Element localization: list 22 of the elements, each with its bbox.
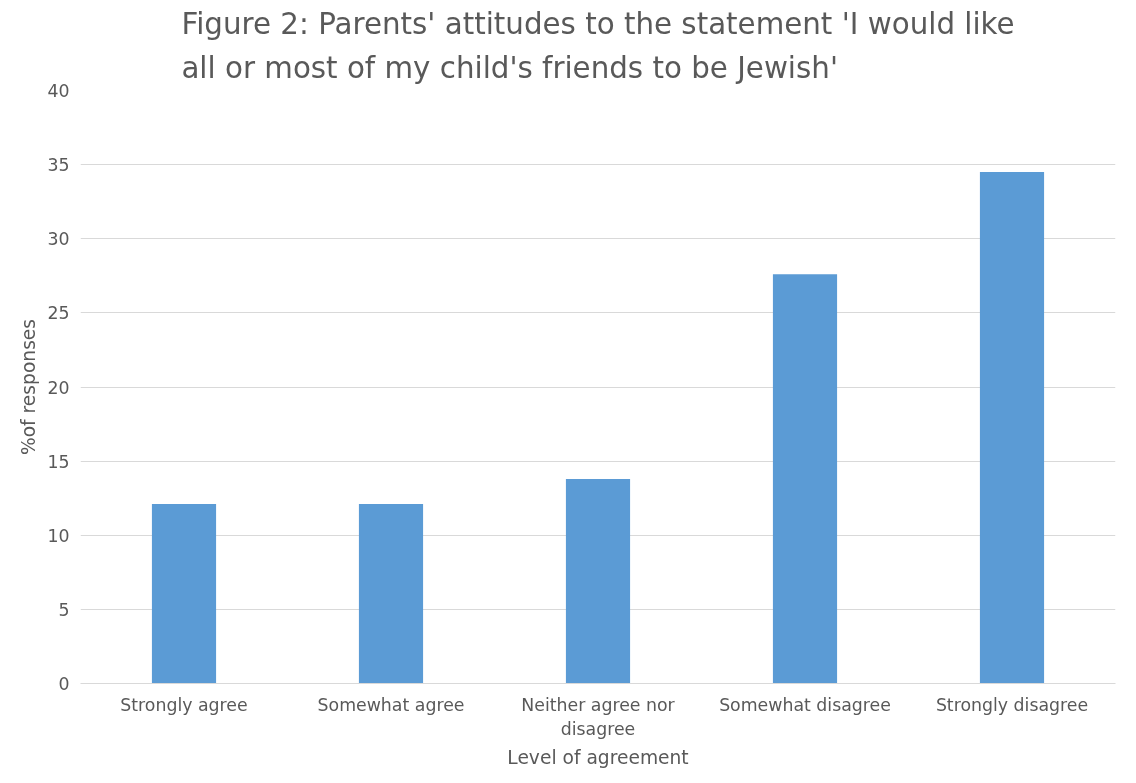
bar bbox=[565, 478, 631, 684]
x-tick-label: Somewhat disagree bbox=[719, 694, 891, 715]
x-axis-title: Level of agreement bbox=[507, 746, 689, 768]
y-tick-label: 30 bbox=[47, 229, 70, 250]
y-tick-label: 25 bbox=[47, 303, 70, 324]
x-tick-label: Strongly disagree bbox=[935, 694, 1089, 715]
x-tick-label: Strongly agree bbox=[120, 694, 248, 715]
x-tick-label: Neither agree nor disagree bbox=[521, 694, 676, 739]
chart-title: Figure 2: Parents' attitudes to the statement 'I would like all or most of my child's friends to be Jewish' bbox=[181, 7, 1015, 86]
bar bbox=[979, 172, 1045, 684]
bar bbox=[151, 504, 217, 684]
bar bbox=[358, 504, 424, 684]
bar bbox=[772, 274, 838, 684]
y-tick-label: 15 bbox=[47, 451, 70, 472]
x-tick-label: Somewhat agree bbox=[317, 694, 465, 715]
y-tick-label: 20 bbox=[47, 377, 70, 398]
y-tick-label: 0 bbox=[58, 674, 70, 694]
y-tick-label: 10 bbox=[47, 525, 70, 546]
y-tick-label: 5 bbox=[58, 599, 70, 620]
y-tick-label: 40 bbox=[47, 81, 70, 101]
y-axis-title: %of responses bbox=[18, 318, 40, 456]
y-tick-label: 35 bbox=[47, 155, 70, 176]
